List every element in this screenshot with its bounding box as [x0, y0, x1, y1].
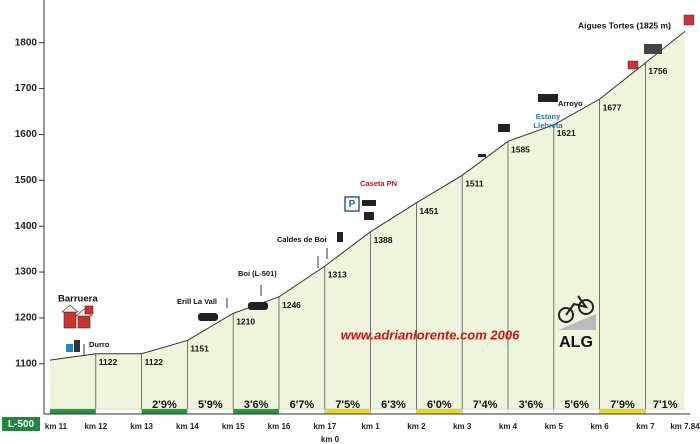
- place-label: Boi (L-501): [238, 269, 277, 278]
- y-tick-label: 1400: [15, 221, 38, 232]
- building-icon: [683, 14, 695, 26]
- place-label: Barruera: [58, 294, 98, 305]
- place-label: Aigues Tortes (1825 m): [578, 20, 671, 30]
- place-label: Llebreta: [533, 121, 563, 130]
- watermark: www.adrianlorente.com 2006: [341, 327, 520, 342]
- barruera-icon: [61, 304, 94, 329]
- x-tick-label: km 7.84: [670, 422, 700, 431]
- x-tick-label: km 16: [268, 422, 291, 431]
- value-label: 1151: [190, 344, 209, 354]
- x-tick-label: km 3: [453, 422, 472, 431]
- value-label: 1122: [145, 357, 164, 367]
- parking-icon: [344, 196, 360, 212]
- area-fill: [50, 31, 685, 413]
- grade-label: 3'6%: [244, 399, 269, 411]
- value-label: 1511: [465, 179, 484, 189]
- value-label: 1585: [511, 145, 530, 155]
- bridge-icon: [248, 302, 268, 310]
- x-tick-label: km 5: [545, 422, 564, 431]
- value-label: 1246: [282, 300, 301, 310]
- road-badge: [2, 417, 40, 431]
- building-icon: [74, 340, 80, 352]
- y-tick-label: 1600: [15, 129, 38, 140]
- y-tick-label: 1500: [15, 175, 38, 186]
- place-label: Arroyo: [558, 99, 583, 108]
- grade-strip: [49, 408, 96, 415]
- road-label: L-500: [8, 419, 35, 430]
- grade-label: 7'5%: [335, 399, 360, 411]
- x-tick-label: km 14: [176, 422, 199, 431]
- place-label: Durro: [89, 340, 110, 349]
- grade-label: 6'7%: [290, 399, 315, 411]
- value-label: 1313: [328, 269, 347, 279]
- value-label: 1756: [648, 66, 667, 76]
- place-label: Estany: [536, 112, 561, 121]
- x-tick-label: km 13: [130, 422, 153, 431]
- value-label: 1621: [557, 128, 576, 138]
- grade-strip: [95, 408, 142, 415]
- x-tick-label: km 12: [84, 422, 107, 431]
- grade-label: 7'9%: [610, 399, 635, 411]
- building-icon: [538, 94, 558, 102]
- place-label: Caseta PN: [360, 179, 397, 188]
- x-tick-label: km 11: [45, 422, 68, 431]
- x-tick-label: km 2: [407, 422, 426, 431]
- building-icon: [337, 232, 343, 242]
- value-label: 1210: [236, 317, 255, 327]
- grade-label: 7'4%: [473, 399, 498, 411]
- refuge-icon: [644, 44, 662, 54]
- value-label: 1122: [99, 357, 118, 367]
- x-tick-label: km 15: [222, 422, 245, 431]
- building-icon: [498, 124, 510, 132]
- grade-label: 7'1%: [653, 399, 678, 411]
- y-tick-label: 1700: [15, 83, 38, 94]
- marker-icon: [478, 154, 486, 157]
- parking-letter: P: [349, 199, 356, 210]
- y-tick-label: 1300: [15, 267, 38, 278]
- x-tick-label: km 4: [499, 422, 518, 431]
- y-tick-label: 1100: [15, 358, 37, 369]
- km-zero-label: km 0: [321, 435, 340, 444]
- grade-label: 5'9%: [198, 399, 223, 411]
- grade-label: 3'6%: [519, 399, 544, 411]
- grade-label: 2'9%: [152, 399, 177, 411]
- profile-line: [49, 30, 686, 361]
- value-label: 1451: [419, 206, 438, 216]
- value-label: 1677: [603, 102, 622, 112]
- building-icon: [364, 212, 374, 220]
- parking-icon: [66, 344, 73, 352]
- x-tick-label: km 17: [313, 422, 336, 431]
- grade-label: 5'6%: [564, 399, 589, 411]
- place-label: Erill La Vall: [177, 297, 217, 306]
- building-icon: [362, 200, 376, 206]
- logo-text: ALG: [559, 334, 593, 351]
- building-icon: [627, 60, 639, 70]
- x-tick-label: km 6: [590, 422, 609, 431]
- x-tick-label: km 1: [361, 422, 380, 431]
- value-label: 1388: [374, 235, 393, 245]
- place-label: Caldes de Boi: [277, 235, 327, 244]
- bridge-icon: [198, 313, 218, 321]
- y-tick-label: 1200: [15, 313, 38, 324]
- y-tick-label: 1800: [15, 37, 38, 48]
- x-tick-label: km 7: [636, 422, 655, 431]
- bike-icon: [558, 295, 596, 330]
- grade-label: 6'3%: [381, 399, 406, 411]
- grade-label: 6'0%: [427, 399, 452, 411]
